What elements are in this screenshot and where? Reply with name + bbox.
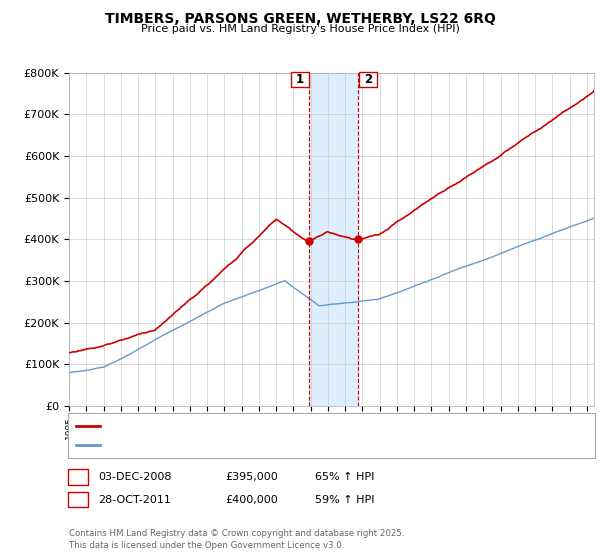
Text: 28-OCT-2011: 28-OCT-2011: [98, 494, 170, 505]
Text: £400,000: £400,000: [225, 494, 278, 505]
Text: 65% ↑ HPI: 65% ↑ HPI: [315, 472, 374, 482]
Text: £395,000: £395,000: [225, 472, 278, 482]
Text: 1: 1: [296, 73, 304, 86]
Text: TIMBERS, PARSONS GREEN, WETHERBY, LS22 6RQ (detached house): TIMBERS, PARSONS GREEN, WETHERBY, LS22 6…: [105, 421, 447, 431]
Text: 59% ↑ HPI: 59% ↑ HPI: [315, 494, 374, 505]
Text: Contains HM Land Registry data © Crown copyright and database right 2025.
This d: Contains HM Land Registry data © Crown c…: [69, 529, 404, 550]
Text: 2: 2: [364, 73, 372, 86]
Text: HPI: Average price, detached house, Leeds: HPI: Average price, detached house, Leed…: [105, 440, 319, 450]
Text: 2: 2: [74, 493, 82, 506]
Text: TIMBERS, PARSONS GREEN, WETHERBY, LS22 6RQ: TIMBERS, PARSONS GREEN, WETHERBY, LS22 6…: [104, 12, 496, 26]
Text: 1: 1: [74, 470, 82, 484]
Text: 03-DEC-2008: 03-DEC-2008: [98, 472, 172, 482]
Bar: [309, 73, 358, 406]
Text: Price paid vs. HM Land Registry's House Price Index (HPI): Price paid vs. HM Land Registry's House …: [140, 24, 460, 34]
